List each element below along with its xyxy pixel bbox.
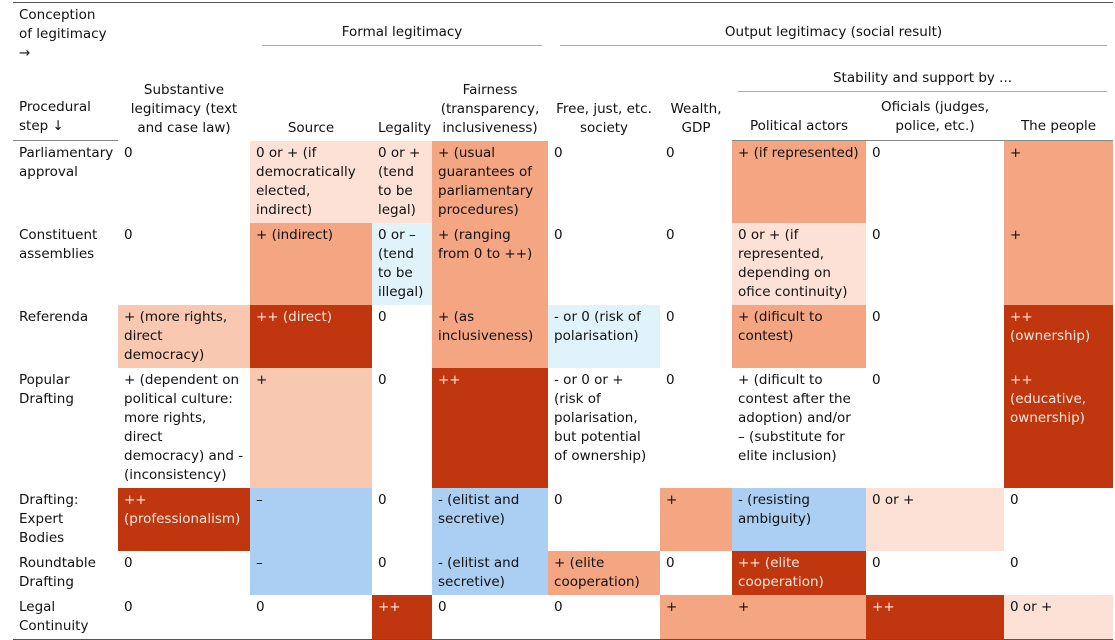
table-cell: - (elitist and secretive) xyxy=(432,550,549,595)
column-header: Oficials (judges, police, etc.) xyxy=(866,95,1005,141)
table-cell: + (more rights, direct democracy) xyxy=(118,304,250,368)
table-cell: 0 xyxy=(554,144,563,161)
table-cell: + (dependent on political culture: more … xyxy=(124,371,244,483)
table-cell: ++ (elite cooperation) xyxy=(732,550,867,595)
table-cell: + xyxy=(250,367,372,488)
table-cell: + (elite cooperation) xyxy=(548,550,661,595)
table-cell: 0 xyxy=(378,491,387,508)
table-cell: 0 xyxy=(554,226,563,243)
procedural-step: Popular Drafting xyxy=(19,371,74,407)
table-cell: – xyxy=(250,487,372,551)
table-cell: 0 xyxy=(1010,491,1019,508)
table-cell: + xyxy=(660,487,733,551)
table-cell: + (ranging from 0 to ++) xyxy=(432,222,549,305)
table-cell: 0 xyxy=(554,491,563,508)
table-cell: + (dificult to contest after the adoptio… xyxy=(738,371,851,464)
table-cell: ++ xyxy=(372,594,432,639)
column-header: The people xyxy=(1004,95,1114,141)
table-cell: 0 or – (tend to be illegal) xyxy=(372,222,432,305)
table-cell: + (indirect) xyxy=(250,222,372,305)
formal-header: Formal legitimacy xyxy=(262,23,543,46)
procedural-header: Procedural step ↓ xyxy=(13,95,118,141)
table-row: Drafting: Expert Bodies ++ (professionali… xyxy=(13,487,1113,551)
table-cell: 0 xyxy=(666,371,675,388)
table-cell: 0 xyxy=(872,308,881,325)
table-cell: 0 or + (if democratically elected, indir… xyxy=(250,140,372,223)
table-cell: - or 0 (risk of polarisation) xyxy=(548,304,661,368)
table-cell: 0 xyxy=(438,598,447,615)
output-header: Output legitimacy (social result) xyxy=(560,23,1108,46)
procedural-step: Parliamentary approval xyxy=(19,145,114,180)
table-cell: 0 xyxy=(124,226,133,243)
table-cell: ++ xyxy=(432,367,549,488)
column-header: Fairness (transparency, inclusiveness) xyxy=(440,81,540,136)
table-cell: + (if represented) xyxy=(732,140,867,223)
table-cell: - (elitist and secretive) xyxy=(432,487,549,551)
table-cell: 0 xyxy=(666,554,675,571)
table-cell: 0 xyxy=(378,371,387,388)
procedural-step: Drafting: Expert Bodies xyxy=(19,491,79,546)
table-cell: 0 xyxy=(554,598,563,615)
procedural-step: Referenda xyxy=(19,308,89,325)
column-header: Substantive legitimacy (text and case la… xyxy=(130,81,238,136)
procedural-step: Roundtable Drafting xyxy=(19,554,96,590)
table-cell: + (usual guarantees of parliamentary pro… xyxy=(432,140,549,223)
table-cell: + xyxy=(660,594,733,639)
table-cell: 0 xyxy=(666,308,675,325)
table-cell: + (as inclusiveness) xyxy=(432,304,549,368)
column-header: Legality xyxy=(378,119,432,136)
column-header: Wealth, GDP xyxy=(670,100,722,136)
table-cell: - (resisting ambiguity) xyxy=(732,487,867,551)
table-row: Referenda + (more rights, direct democrac… xyxy=(13,304,1114,368)
table-cell: 0 or + xyxy=(866,487,1005,551)
table-row: Popular Drafting + (dependent on politica… xyxy=(13,367,1114,488)
table-cell: 0 xyxy=(872,145,881,161)
table-cell: ++ (professionalism) xyxy=(118,487,250,551)
table-cell: 0 xyxy=(666,226,675,243)
table-cell: + xyxy=(1004,222,1114,305)
table-cell: 0 xyxy=(872,226,881,243)
table-row: Roundtable Drafting 0–0- (elitist and sec… xyxy=(13,550,1113,595)
table-cell: 0 xyxy=(872,554,881,571)
column-header: Source xyxy=(287,119,335,136)
table-cell: 0 xyxy=(256,598,265,615)
table-cell: 0 xyxy=(666,144,675,161)
table-cell: + xyxy=(732,594,867,639)
table-cell: 0 xyxy=(872,371,881,388)
table-cell: 0 or + (tend to be legal) xyxy=(372,140,432,223)
table-row: Legal Continuity 0 0 ++ 0 0 + + ++ 0 or + xyxy=(13,594,1114,639)
table-cell: 0 xyxy=(378,308,387,325)
procedural-step: Legal Continuity xyxy=(19,598,89,634)
table-cell: 0 or + (if represented, depending on ofi… xyxy=(732,222,867,305)
table-cell: ++ (direct) xyxy=(250,304,372,368)
table-cell: 0 xyxy=(1010,554,1019,571)
table-cell: 0 xyxy=(124,598,133,615)
table-cell: 0 or + xyxy=(1004,594,1114,639)
page: Conception of legitimacy → Formal legiti… xyxy=(13,2,1114,640)
table-cell: 0 xyxy=(124,144,133,161)
procedural-step: Constituent assemblies xyxy=(19,226,98,262)
legitimacy-table: Conception of legitimacy → Formal legiti… xyxy=(13,2,1114,640)
table-cell: – xyxy=(250,550,372,595)
table-cell: + (dificult to contest) xyxy=(732,304,867,368)
table-row: Parliamentary approval 0 0 or + (if democr… xyxy=(13,140,1114,223)
table-cell: - or 0 or + (risk of polarisation, but p… xyxy=(554,371,647,464)
table-cell: ++ xyxy=(866,594,1005,639)
table-cell: 0 xyxy=(378,554,387,571)
table-cell: + xyxy=(1004,140,1114,223)
table-body: Parliamentary approval 0 0 or + (if democr… xyxy=(13,140,1114,639)
table-cell: ++ (ownership) xyxy=(1004,304,1114,368)
conception-header: Conception of legitimacy → xyxy=(19,7,107,61)
stability-header: Stability and support by ... xyxy=(738,69,1108,92)
table-cell: ++ (educative, ownership) xyxy=(1004,367,1114,488)
table-cell: 0 xyxy=(124,554,133,571)
column-header: Free, just, etc. society xyxy=(556,100,652,136)
column-header: Political actors xyxy=(732,95,867,141)
table-row: Constituent assemblies 0 + (indirect) 0 or … xyxy=(13,222,1114,305)
